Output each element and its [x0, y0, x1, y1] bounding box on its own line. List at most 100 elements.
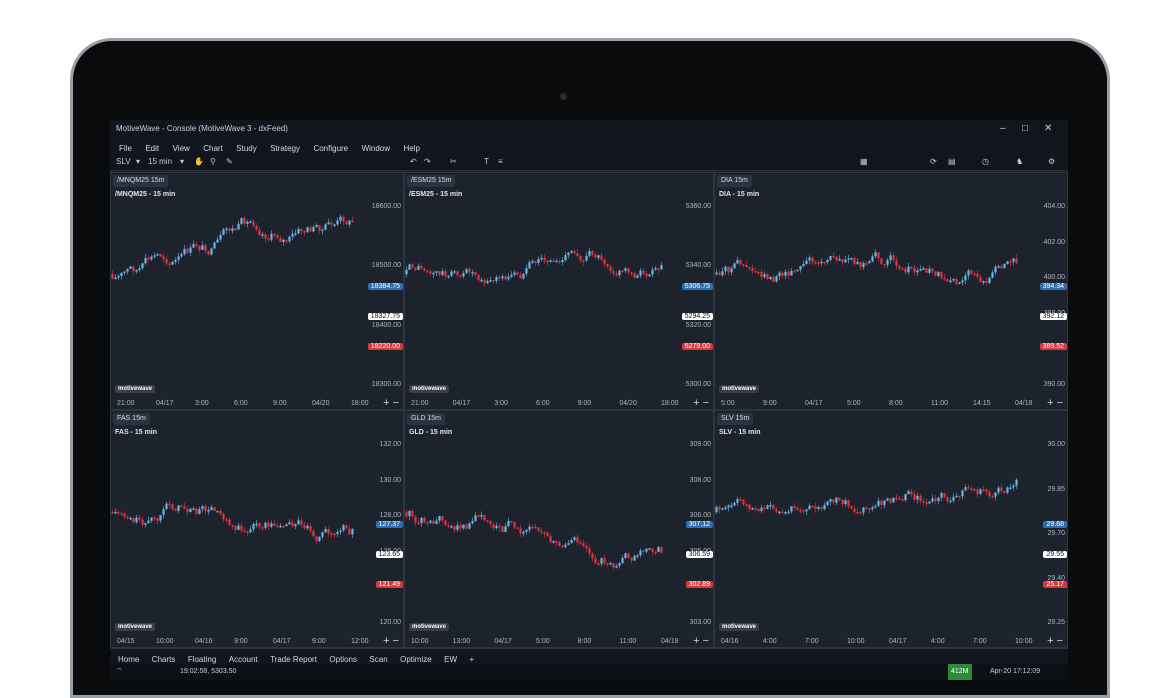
menu-strategy[interactable]: Strategy [270, 144, 300, 153]
layout-icon[interactable]: ▦ [860, 157, 868, 166]
brand-badge: motivewave [719, 623, 760, 631]
hand-icon[interactable]: ✋ [194, 157, 204, 166]
candle-body [291, 233, 294, 237]
candle-body [267, 522, 270, 527]
status-trade-report[interactable]: Trade Report [270, 655, 317, 664]
price-tag: 5294.25 [681, 313, 713, 320]
datetime-readout: Apr-20 17:12:09 [990, 668, 1041, 675]
chart-panel-mnq[interactable]: /MNQM25 15m/MNQM25 - 15 min 18600.00 18500… [110, 172, 404, 410]
candle-body [913, 267, 916, 273]
status-ew[interactable]: EW [444, 655, 458, 664]
menu-edit[interactable]: Edit [145, 144, 160, 153]
interval-select[interactable]: 15 min [148, 157, 173, 166]
gear-icon[interactable]: ⚙ [1048, 157, 1056, 166]
status-options[interactable]: Options [329, 655, 357, 664]
menu-configure[interactable]: Configure [313, 144, 349, 153]
text-icon[interactable]: T [484, 157, 489, 166]
maximize-icon[interactable]: □ [1022, 123, 1029, 134]
x-tick-label: 9:00 [312, 638, 326, 645]
status-scan[interactable]: Scan [369, 655, 388, 664]
status-floating[interactable]: Floating [187, 655, 217, 664]
status-optimize[interactable]: Optimize [400, 655, 432, 664]
draw-icon[interactable]: ✎ [226, 157, 233, 166]
x-tick-label: 04/16 [195, 638, 213, 645]
menu-study[interactable]: Study [236, 144, 257, 153]
close-icon[interactable]: ✕ [1044, 123, 1053, 134]
candle-body [243, 530, 246, 533]
candle-body [516, 527, 519, 529]
candle-body [952, 496, 955, 501]
candle-body [312, 226, 315, 232]
symbol-select[interactable]: SLV [116, 157, 131, 166]
chart-panel-slv[interactable]: SLV 15m SLV - 15 min 30.00 29.85 29.70 29.40 2… [714, 410, 1068, 648]
status-account[interactable]: Account [228, 655, 258, 664]
zoom-controls[interactable]: + − [693, 635, 709, 647]
candle-body [123, 513, 126, 517]
bottom-bar: ⌔ 19:02:58, 5303.50 412M Apr-20 17:12:09 [110, 664, 1068, 680]
candle-body [348, 528, 351, 535]
panel-tab[interactable]: SLV 15m [717, 413, 754, 425]
candle-body [117, 276, 120, 278]
candle-body [135, 270, 138, 272]
undo-icon[interactable]: ↶ [410, 157, 417, 166]
redo-icon[interactable]: ↷ [424, 157, 431, 166]
chart-panel-es[interactable]: /ESM25 15m/ESM25 - 15 min 5360.00 5340.00 5… [404, 172, 714, 410]
calculator-icon[interactable]: ▤ [948, 157, 956, 166]
minimize-icon[interactable]: – [1000, 123, 1006, 134]
panel-tab[interactable]: /ESM25 15m [407, 175, 456, 187]
chevron-down-icon[interactable]: ▾ [136, 157, 141, 166]
refresh-icon[interactable]: ⟳ [930, 157, 937, 166]
candle-body [564, 255, 567, 261]
zoom-controls[interactable]: + − [383, 635, 399, 647]
panel-tab[interactable]: FAS 15m [113, 413, 150, 425]
panel-tab[interactable]: /MNQM25 15m [113, 175, 169, 187]
zoom-icon[interactable]: ⚲ [210, 157, 216, 166]
menu-view[interactable]: View [172, 144, 190, 153]
add-tab-icon[interactable]: + [469, 655, 475, 664]
candle-body [892, 255, 895, 261]
candle-body [147, 520, 150, 523]
clock-icon[interactable]: ◷ [982, 157, 989, 166]
candle-body [964, 487, 967, 491]
menu-help[interactable]: Help [403, 144, 420, 153]
candle-body [910, 266, 913, 269]
status-home[interactable]: Home [118, 655, 140, 664]
candle-body [141, 263, 144, 269]
menu-chart[interactable]: Chart [203, 144, 223, 153]
chevron-down-icon[interactable]: ▾ [180, 157, 185, 166]
panel-tab[interactable]: GLD 15m [407, 413, 445, 425]
candle-body [754, 508, 757, 510]
zoom-controls[interactable]: + − [693, 397, 709, 409]
candle-body [907, 491, 910, 495]
zoom-controls[interactable]: + − [383, 397, 399, 409]
candle-body [549, 536, 552, 543]
x-tick-label: 9:00 [273, 400, 287, 407]
menu-window[interactable]: Window [361, 144, 391, 153]
candle-body [279, 238, 282, 243]
status-charts[interactable]: Charts [151, 655, 176, 664]
candle-body [621, 270, 624, 273]
candle-body [654, 551, 657, 554]
zoom-controls[interactable]: + − [1047, 397, 1063, 409]
candle-body [513, 272, 516, 275]
candle-body [748, 504, 751, 510]
menu-file[interactable]: File [119, 144, 132, 153]
candle-body [648, 548, 651, 550]
candle-body [994, 492, 997, 497]
candle-body [276, 235, 279, 239]
candle-body [276, 525, 279, 528]
zoom-controls[interactable]: + − [1047, 635, 1063, 647]
candle-body [931, 498, 934, 502]
candle-body [120, 512, 123, 515]
candle-body [237, 525, 240, 530]
person-icon[interactable]: ♞ [1016, 157, 1024, 166]
tools-icon[interactable]: ✂ [450, 157, 457, 166]
list-icon[interactable]: ≡ [498, 157, 503, 166]
candle-body [856, 261, 859, 264]
panel-tab[interactable]: DIA 15m [717, 175, 752, 187]
y-tick-label: 132.00 [379, 441, 401, 448]
candle-body [249, 221, 252, 223]
